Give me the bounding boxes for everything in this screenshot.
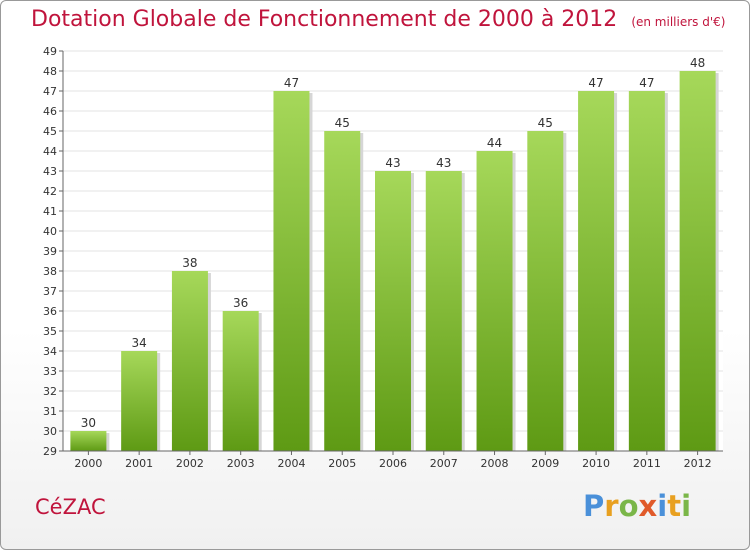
bar-value-label: 30 [81,416,96,430]
bar-2009 [527,131,564,451]
y-tick-label: 43 [43,165,57,178]
bar-2006 [375,171,411,451]
logo-letter: i [657,489,668,523]
bar-value-label: 45 [538,116,553,130]
x-tick-label: 2002 [176,457,204,470]
title-text: Dotation Globale de Fonctionnement de 20… [31,7,618,32]
x-tick-label: 2003 [227,457,255,470]
bar-value-label: 34 [132,336,147,350]
bar-2010 [578,91,615,451]
bar-2008 [476,151,513,451]
y-tick-label: 34 [43,345,57,358]
bar-value-label: 38 [182,256,197,270]
x-tick-label: 2011 [633,457,661,470]
x-tick-label: 2007 [430,457,458,470]
y-tick-label: 41 [43,205,57,218]
bar-2005 [324,131,361,451]
x-tick-label: 2000 [74,457,102,470]
y-tick-label: 39 [43,245,57,258]
y-tick-label: 32 [43,385,57,398]
x-tick-label: 2012 [684,457,712,470]
x-tick-label: 2010 [582,457,610,470]
bar-value-label: 48 [690,56,705,70]
bar-2004 [273,91,310,451]
town-name: CéZAC [35,495,106,519]
chart-title: Dotation Globale de Fonctionnement de 20… [31,7,725,32]
bar-value-label: 47 [588,76,603,90]
bar-2000 [70,431,107,451]
y-tick-label: 31 [43,405,57,418]
y-tick-label: 37 [43,285,57,298]
y-tick-label: 40 [43,225,57,238]
bars: 30 34 38 36 47 45 43 43 44 45 47 47 48 [70,56,719,451]
bar-2001 [121,351,158,451]
bar-value-label: 43 [385,156,400,170]
y-tick-label: 47 [43,85,57,98]
y-tick-label: 44 [43,145,57,158]
x-tick-label: 2009 [531,457,559,470]
y-tick-label: 29 [43,445,57,458]
y-tick-label: 36 [43,305,57,318]
bar-2012 [679,71,716,451]
logo-letter: o [618,489,639,523]
bar-2011 [628,91,665,451]
x-tick-label: 2006 [379,457,407,470]
x-tick-label: 2004 [277,457,305,470]
y-tick-label: 45 [43,125,57,138]
logo-letter: i [681,489,692,523]
x-tick-label: 2001 [125,457,153,470]
x-tick-label: 2005 [328,457,356,470]
bar-value-label: 47 [639,76,654,90]
x-tick-label: 2008 [481,457,509,470]
bar-2003 [222,311,259,451]
logo-letter: r [604,489,619,523]
y-tick-label: 46 [43,105,57,118]
bar-value-label: 43 [436,156,451,170]
y-tick-label: 35 [43,325,57,338]
bar-value-label: 47 [284,76,299,90]
y-tick-label: 33 [43,365,57,378]
y-tick-label: 38 [43,265,57,278]
bar-2007 [425,171,462,451]
bar-value-label: 44 [487,136,502,150]
y-tick-label: 30 [43,425,57,438]
logo-letter: x [638,489,658,523]
bar-2002 [171,271,208,451]
axes: 29 30 31 32 33 34 35 36 37 38 39 40 41 42 43 44 45 46 47 48… [43,45,723,470]
bar-value-label: 36 [233,296,248,310]
logo-letter: t [667,489,682,523]
bar-value-label: 45 [335,116,350,130]
y-tick-label: 48 [43,65,57,78]
y-tick-label: 49 [43,45,57,58]
chart-subtitle: (en milliers d'€) [631,15,726,29]
y-tick-label: 42 [43,185,57,198]
proxiti-logo[interactable]: Proxiti [583,489,691,523]
logo-letter: P [583,489,605,523]
